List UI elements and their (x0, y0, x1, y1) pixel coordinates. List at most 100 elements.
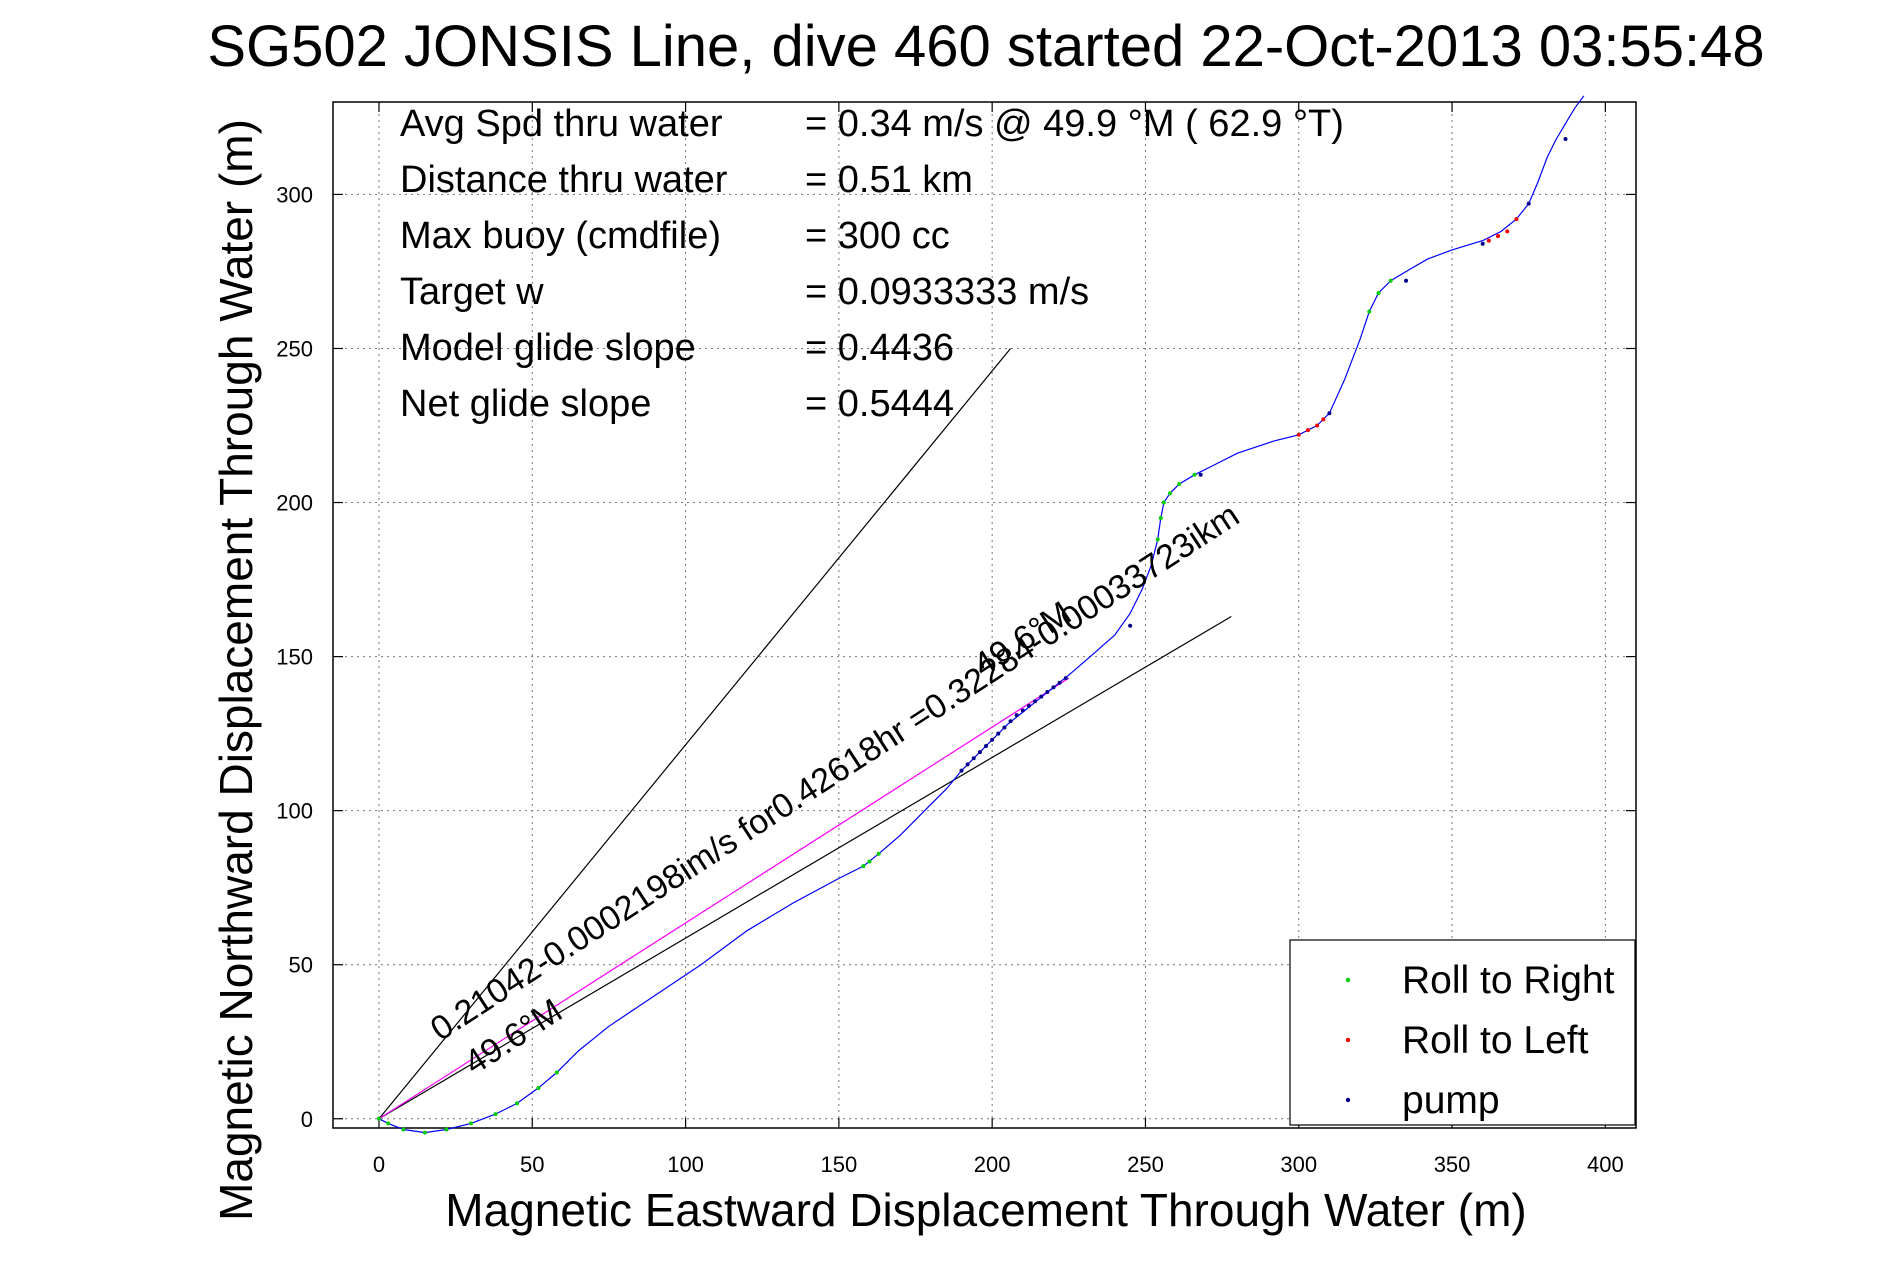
pump-point (1002, 725, 1007, 730)
pump-point (965, 762, 970, 767)
grid (333, 102, 1636, 1128)
pump-point (1039, 694, 1044, 699)
roll-to-right-point (1161, 500, 1166, 505)
pump-point (1051, 685, 1056, 690)
reference-line (378, 616, 1232, 1120)
info-panel: Avg Spd thru water = 0.34 m/s @ 49.9 °M (… (400, 103, 1344, 425)
legend-entry: pump (1402, 1079, 1500, 1122)
pump-point (959, 768, 964, 773)
legend-marker (1345, 977, 1351, 983)
pump-point (1198, 472, 1203, 477)
pump-point (990, 737, 995, 742)
markers (376, 136, 1568, 1135)
roll-to-right-point (1177, 482, 1182, 487)
info-label: Avg Spd thru water (400, 103, 723, 145)
pump-point (977, 750, 982, 755)
x-tick-label: 0 (373, 1152, 385, 1177)
pump-point (1045, 690, 1050, 695)
info-value: = 0.0933333 m/s (805, 271, 1089, 313)
roll-to-right-point (1155, 537, 1160, 542)
roll-to-right-point (1367, 309, 1372, 314)
reference-line (378, 677, 1070, 1120)
pump-point (1057, 680, 1062, 685)
pump-point (1480, 241, 1485, 246)
info-label: Model glide slope (400, 327, 696, 369)
pump-point (1526, 201, 1531, 206)
roll-to-right-point (1388, 278, 1393, 283)
roll-to-right-point (1158, 515, 1163, 520)
pump-point (1026, 703, 1031, 708)
roll-to-left-point (1505, 229, 1510, 234)
y-tick-label: 150 (276, 645, 313, 670)
roll-to-right-point (1376, 291, 1381, 296)
info-label: Target w (400, 271, 544, 313)
x-tick-label: 150 (821, 1152, 858, 1177)
roll-to-right-point (1167, 491, 1172, 496)
roll-to-right-point (376, 1116, 381, 1121)
roll-to-right-point (514, 1101, 519, 1106)
legend-marker (1345, 1097, 1351, 1103)
x-tick-label: 300 (1280, 1152, 1317, 1177)
pump-point (1033, 699, 1038, 704)
x-tick-label: 50 (520, 1152, 544, 1177)
x-tick-label: 350 (1434, 1152, 1471, 1177)
legend-marker (1345, 1037, 1351, 1043)
legend-entry: Roll to Left (1402, 1019, 1589, 1062)
y-tick-label: 300 (276, 182, 313, 207)
pump-point (1128, 623, 1133, 628)
chart-title: SG502 JONSIS Line, dive 460 started 22-O… (207, 14, 1764, 79)
legend-box (1289, 939, 1636, 1126)
ticks: 0 50 100 150 200 250 300 350 400 0 50 100 150 200 250 3… (276, 102, 1636, 1177)
pump-point (1008, 719, 1013, 724)
legend-entry: Roll to Right (1402, 959, 1615, 1002)
roll-to-left-point (1296, 432, 1301, 437)
reference-lines (378, 348, 1232, 1120)
roll-to-left-point (1315, 423, 1320, 428)
pump-point (984, 743, 989, 748)
info-label: Max buoy (cmdfile) (400, 215, 721, 257)
track-line (378, 95, 1585, 1134)
roll-to-right-point (468, 1121, 473, 1126)
info-label: Distance thru water (400, 159, 728, 201)
x-axis-label: Magnetic Eastward Displacement Through W… (445, 1184, 1526, 1236)
pump-point (971, 756, 976, 761)
roll-to-right-point (386, 1121, 391, 1126)
roll-to-right-point (861, 864, 866, 869)
info-value: = 0.34 m/s @ 49.9 °M ( 62.9 °T) (805, 103, 1344, 145)
roll-to-right-point (554, 1070, 559, 1075)
roll-to-right-point (422, 1130, 427, 1135)
pump-point (1020, 708, 1025, 713)
info-value: = 0.5444 (805, 383, 954, 425)
roll-to-right-point (867, 859, 872, 864)
roll-to-left-point (1321, 417, 1326, 422)
pump-point (1327, 411, 1332, 416)
info-value: = 0.4436 (805, 327, 954, 369)
roll-to-right-point (1192, 472, 1197, 477)
y-tick-label: 250 (276, 336, 313, 361)
roll-to-left-point (1486, 238, 1491, 243)
legend: Roll to Right Roll to Left pump (1289, 939, 1636, 1126)
reference-line (378, 348, 1012, 1120)
info-value: = 300 cc (805, 215, 950, 257)
roll-to-right-point (876, 851, 881, 856)
pump-point (1563, 136, 1568, 141)
x-tick-label: 100 (667, 1152, 704, 1177)
x-tick-label: 200 (974, 1152, 1011, 1177)
roll-to-left-point (1514, 217, 1519, 222)
roll-to-left-point (1496, 234, 1501, 239)
y-tick-label: 0 (301, 1107, 313, 1132)
info-value: = 0.51 km (805, 159, 973, 201)
pump-point (996, 731, 1001, 736)
x-tick-label: 400 (1587, 1152, 1624, 1177)
y-tick-label: 200 (276, 491, 313, 516)
roll-to-right-point (536, 1085, 541, 1090)
pump-point (1014, 713, 1019, 718)
roll-to-right-point (401, 1127, 406, 1132)
roll-to-left-point (1305, 428, 1310, 433)
roll-to-right-point (444, 1127, 449, 1132)
pump-point (1063, 676, 1068, 681)
x-tick-label: 250 (1127, 1152, 1164, 1177)
y-axis-label: Magnetic Northward Displacement Through … (210, 119, 262, 1221)
pump-point (1404, 278, 1409, 283)
